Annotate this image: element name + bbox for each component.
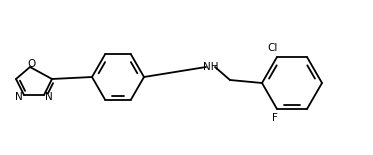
Text: N: N xyxy=(45,92,53,102)
Text: O: O xyxy=(28,59,36,69)
Text: N: N xyxy=(15,92,23,102)
Text: Cl: Cl xyxy=(268,43,278,53)
Text: NH: NH xyxy=(203,62,219,72)
Text: F: F xyxy=(272,113,278,123)
